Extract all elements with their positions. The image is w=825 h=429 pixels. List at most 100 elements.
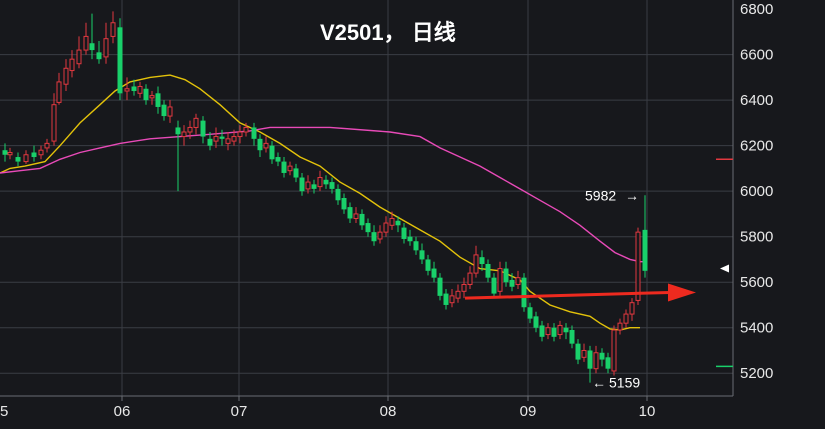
candle-body	[635, 231, 641, 301]
candle-up	[23, 150, 29, 164]
candle-body	[225, 138, 231, 144]
candle-down	[413, 236, 419, 255]
candle-down	[587, 345, 593, 383]
low-price-label: 5159	[609, 375, 640, 391]
candle-down	[359, 209, 365, 230]
candle-down	[31, 145, 37, 162]
candle-body	[287, 165, 293, 172]
candle-down	[299, 172, 305, 196]
candle-up	[69, 50, 75, 78]
candle-up	[243, 122, 249, 137]
candle-body	[23, 154, 29, 163]
candle-body	[187, 126, 193, 133]
candle-down	[539, 320, 545, 342]
candle-down	[569, 325, 575, 349]
candle-body	[237, 131, 243, 138]
high-price-arrow: →	[625, 187, 639, 203]
candle-up	[383, 216, 389, 237]
candle-down	[293, 163, 299, 183]
candle-down	[219, 129, 225, 146]
candle-up	[231, 129, 237, 146]
candle-up	[389, 211, 395, 230]
y-tick-label-partial: 6800	[740, 1, 773, 18]
candle-body	[193, 117, 199, 128]
arrow-layer: 5982 → ← 5159	[464, 187, 696, 391]
trend-arrow-line	[464, 290, 671, 300]
candle-body	[437, 277, 443, 296]
candle-up	[449, 289, 455, 308]
candle-body	[207, 138, 213, 146]
candle-up	[63, 59, 69, 92]
candle-up	[287, 161, 293, 176]
candle-down	[437, 273, 443, 301]
candle-body	[455, 290, 461, 299]
candle-up	[167, 100, 173, 123]
y-tick-label: 6200	[740, 138, 773, 155]
x-tick-label: 06	[114, 403, 131, 420]
candle-down	[311, 179, 317, 194]
candle-up	[305, 175, 311, 194]
candle-body	[83, 35, 89, 51]
candle-body	[575, 343, 581, 360]
candle-body	[269, 145, 275, 160]
candle-up	[76, 36, 82, 69]
candle-body	[617, 322, 623, 331]
low-price-arrow: ←	[592, 375, 606, 391]
candle-up	[7, 147, 13, 160]
high-price-label: 5982	[585, 187, 616, 203]
candle-down	[341, 193, 347, 214]
candle-body	[611, 329, 617, 372]
candle-body	[305, 181, 311, 190]
candle-body	[181, 131, 187, 138]
candle-body	[419, 250, 425, 260]
candle-body	[581, 349, 587, 358]
candle-down	[527, 302, 533, 324]
candle-up	[467, 266, 473, 290]
candle-body	[569, 330, 575, 344]
candle-body	[63, 67, 69, 85]
candle-down	[200, 116, 206, 144]
candle-body	[263, 142, 269, 149]
candle-body	[44, 142, 50, 149]
candle-body	[293, 168, 299, 178]
candle-body	[533, 316, 539, 328]
candle-body	[401, 227, 407, 239]
candle-body	[467, 272, 473, 285]
candle-body	[359, 213, 365, 226]
candle-body	[311, 184, 317, 189]
candle-body	[31, 152, 37, 158]
candle-body	[443, 293, 449, 305]
candle-body	[213, 136, 219, 142]
candle-body	[347, 207, 353, 219]
x-tick-label: 09	[520, 403, 537, 420]
candle-body	[131, 86, 137, 92]
candle-up	[461, 277, 467, 299]
candle-down	[269, 141, 275, 164]
candle-down	[479, 250, 485, 271]
candle-up	[51, 93, 57, 146]
candle-body	[143, 88, 149, 101]
candle-body	[281, 161, 287, 173]
candle-body	[96, 52, 102, 60]
candle-body	[317, 177, 323, 188]
candle-down	[2, 143, 8, 162]
y-tick-label: 5200	[740, 365, 773, 382]
candle-down	[533, 311, 539, 333]
candle-up	[193, 113, 199, 135]
candle-body	[275, 157, 281, 162]
candle-down	[281, 157, 287, 178]
candle-up	[545, 323, 551, 340]
candle-down	[323, 175, 329, 189]
candle-body	[461, 283, 467, 292]
candle-down	[207, 132, 213, 151]
candle-up	[149, 91, 155, 105]
candle-up	[137, 81, 143, 98]
moving-average-line-1	[0, 74, 640, 331]
candle-body	[155, 93, 161, 107]
candle-body	[545, 327, 551, 336]
candle-body	[365, 223, 371, 233]
candle-down	[275, 152, 281, 167]
candle-down	[347, 202, 353, 224]
candle-up	[110, 11, 116, 44]
